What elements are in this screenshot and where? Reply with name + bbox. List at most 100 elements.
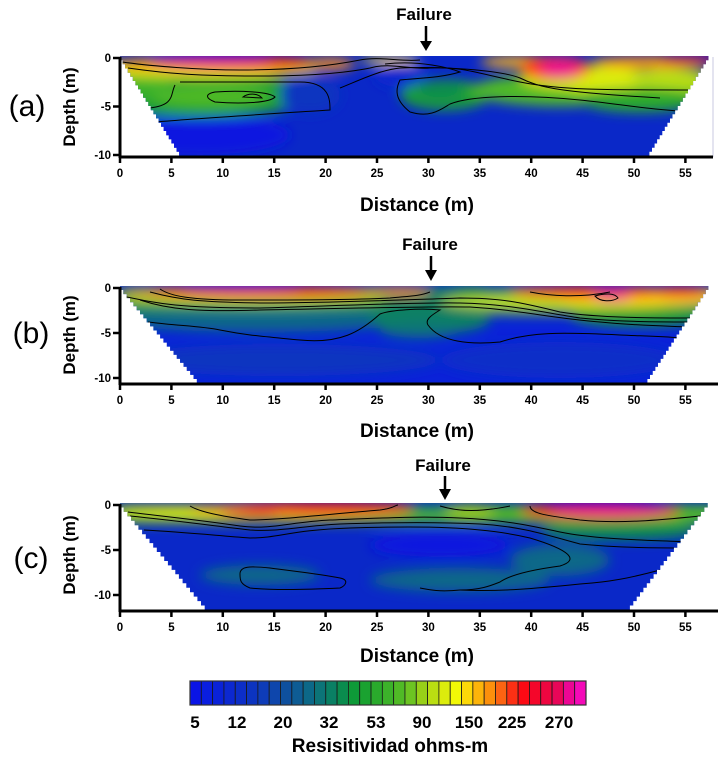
x-tick-label: 40 bbox=[525, 395, 538, 407]
x-tick-label: 15 bbox=[268, 168, 281, 180]
colorbar-cell bbox=[325, 680, 338, 706]
y-tick-label: -10 bbox=[94, 590, 111, 602]
x-tick-label: 20 bbox=[319, 622, 332, 634]
x-tick-label: 5 bbox=[168, 395, 175, 407]
colorbar-cell bbox=[314, 680, 327, 706]
x-tick-label: 45 bbox=[576, 395, 589, 407]
x-tick-label: 0 bbox=[117, 168, 123, 180]
colorbar-cell bbox=[347, 680, 361, 706]
y-tick-label: -5 bbox=[101, 545, 112, 557]
colorbar-cell bbox=[370, 680, 383, 706]
x-tick-label: 20 bbox=[319, 395, 332, 407]
colorbar-ticks: 5 12 20 32 53 90 150 225 270 bbox=[190, 713, 573, 732]
x-tick-label: 55 bbox=[679, 395, 692, 407]
y-tick-label: 0 bbox=[105, 500, 111, 512]
x-axis-label-c: Distance (m) bbox=[360, 646, 474, 667]
failure-arrow-icon-a bbox=[420, 26, 432, 51]
x-tick-label: 40 bbox=[525, 622, 538, 634]
failure-arrow-icon-c bbox=[439, 476, 451, 500]
colorbar-cell bbox=[268, 680, 281, 706]
colorbar-cell bbox=[291, 680, 304, 706]
resistivity-section-b bbox=[120, 286, 712, 383]
colorbar-cell bbox=[495, 680, 508, 706]
colorbar-cell bbox=[381, 680, 395, 706]
x-tick-label: 10 bbox=[216, 395, 229, 407]
colorbar-cell bbox=[529, 680, 542, 706]
contours-b bbox=[121, 288, 701, 344]
colorbar-cell bbox=[359, 680, 372, 706]
y-axis-label-c: Depth (m) bbox=[60, 515, 79, 594]
colorbar-cell bbox=[234, 680, 247, 706]
x-tick-label: 30 bbox=[422, 622, 435, 634]
colorbar-cell bbox=[517, 680, 530, 706]
axes-a: 0 5 10 15 20 25 30 35 40 45 50 55 0 -5 -10 bbox=[94, 53, 714, 180]
x-tick-label: 35 bbox=[473, 395, 486, 407]
colorbar-cell bbox=[280, 680, 293, 706]
x-tick-label: 45 bbox=[576, 622, 589, 634]
y-tick-label: -5 bbox=[101, 328, 112, 340]
failure-arrow-icon-b bbox=[425, 256, 437, 281]
y-axis-label-a: Depth (m) bbox=[60, 67, 79, 146]
colorbar-cell bbox=[336, 680, 349, 706]
colorbar-tick-label: 5 bbox=[190, 713, 199, 732]
colorbar-tick-label: 32 bbox=[320, 713, 339, 732]
x-tick-label: 25 bbox=[371, 622, 384, 634]
x-tick-label: 55 bbox=[679, 168, 692, 180]
colorbar-cell bbox=[438, 680, 451, 706]
resistivity-section-a bbox=[120, 56, 712, 156]
x-tick-label: 50 bbox=[628, 622, 641, 634]
x-tick-label: 10 bbox=[216, 168, 229, 180]
y-tick-label: 0 bbox=[105, 283, 111, 295]
contours-a bbox=[121, 58, 701, 123]
colorbar-cell bbox=[461, 680, 474, 706]
panel-a: Failure bbox=[9, 5, 714, 216]
x-tick-label: 50 bbox=[628, 168, 641, 180]
x-tick-label: 30 bbox=[422, 395, 435, 407]
x-tick-label: 10 bbox=[216, 622, 229, 634]
panel-label-c: (c) bbox=[14, 542, 49, 575]
colorbar-cell bbox=[415, 680, 429, 706]
colorbar-frame bbox=[189, 680, 587, 706]
axes-b: 0 5 10 15 20 25 30 35 40 45 50 55 0 -5 -10 bbox=[94, 283, 718, 407]
x-tick-label: 20 bbox=[319, 168, 332, 180]
colorbar-cells bbox=[189, 680, 587, 706]
colorbar-cell bbox=[483, 680, 496, 706]
x-axis-label-a: Distance (m) bbox=[360, 195, 474, 216]
x-tick-label: 40 bbox=[525, 168, 538, 180]
colorbar-cell bbox=[404, 680, 417, 706]
y-tick-label: -5 bbox=[101, 102, 112, 114]
colorbar-cell bbox=[562, 680, 576, 706]
colorbar-tick-label: 150 bbox=[455, 713, 483, 732]
x-tick-label: 35 bbox=[473, 622, 486, 634]
colorbar-cell bbox=[246, 680, 259, 706]
colorbar: 5 12 20 32 53 90 150 225 270 Resisitividad ohms-… bbox=[189, 680, 587, 757]
colorbar-cell bbox=[302, 680, 315, 706]
panel-c: Failure bbox=[14, 456, 718, 667]
y-tick-label: 0 bbox=[105, 53, 111, 65]
colorbar-cell bbox=[189, 680, 202, 706]
panel-label-a: (a) bbox=[9, 90, 46, 123]
colorbar-title: Resisitividad ohms-m bbox=[292, 736, 488, 757]
colorbar-tick-label: 225 bbox=[498, 713, 526, 732]
colorbar-tick-label: 53 bbox=[367, 713, 386, 732]
axes-c: 0 5 10 15 20 25 30 35 40 45 50 55 0 -5 -10 bbox=[94, 500, 718, 634]
x-tick-label: 25 bbox=[371, 168, 384, 180]
x-tick-label: 15 bbox=[268, 395, 281, 407]
colorbar-tick-label: 12 bbox=[228, 713, 247, 732]
colorbar-cell bbox=[574, 680, 587, 706]
panel-label-b: (b) bbox=[13, 317, 50, 350]
y-tick-label: -10 bbox=[94, 150, 111, 162]
x-tick-label: 45 bbox=[576, 168, 589, 180]
colorbar-cell bbox=[506, 680, 519, 706]
colorbar-cell bbox=[257, 680, 270, 706]
colorbar-cell bbox=[200, 680, 214, 706]
x-tick-label: 25 bbox=[371, 395, 384, 407]
failure-label-b: Failure bbox=[402, 235, 458, 254]
x-tick-label: 0 bbox=[117, 622, 123, 634]
colorbar-tick-label: 90 bbox=[413, 713, 432, 732]
colorbar-cell bbox=[551, 680, 564, 706]
colorbar-cell bbox=[427, 680, 440, 706]
x-tick-label: 15 bbox=[268, 622, 281, 634]
x-tick-label: 30 bbox=[422, 168, 435, 180]
